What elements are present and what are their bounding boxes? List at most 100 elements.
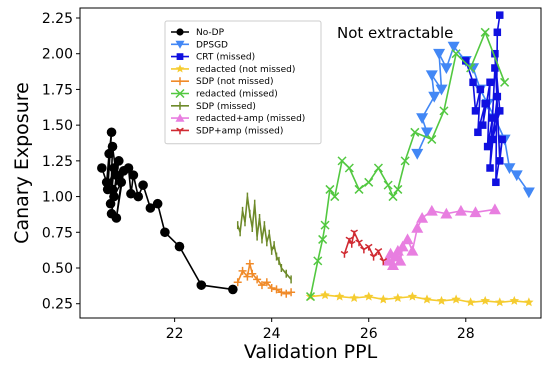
data-point bbox=[416, 212, 429, 223]
series-line bbox=[310, 294, 529, 304]
data-point bbox=[462, 57, 470, 65]
data-point bbox=[107, 141, 118, 152]
x-tick-label: 26 bbox=[360, 326, 378, 342]
data-point bbox=[388, 192, 398, 202]
legend-marker bbox=[175, 40, 185, 49]
series-line bbox=[101, 132, 234, 291]
data-point bbox=[493, 28, 502, 37]
x-tick-label: 28 bbox=[457, 326, 475, 342]
data-point bbox=[488, 114, 497, 122]
data-point bbox=[123, 163, 134, 173]
data-point bbox=[509, 295, 520, 305]
y-tick-label: 1.75 bbox=[42, 82, 73, 98]
series-line bbox=[236, 196, 292, 280]
data-point bbox=[138, 180, 148, 190]
data-point bbox=[344, 163, 354, 173]
legend-item: CRT (missed) bbox=[171, 53, 255, 63]
y-tick-label: 1.25 bbox=[42, 154, 73, 170]
legend-item: DPSGD bbox=[171, 40, 228, 50]
data-point bbox=[469, 206, 482, 218]
plot-area bbox=[79, 7, 542, 319]
legend: No-DP DPSGD CRT (missed) redacted (not miss… bbox=[164, 20, 322, 145]
data-point bbox=[116, 177, 127, 188]
data-point bbox=[451, 294, 461, 304]
series-sdp-missed bbox=[236, 192, 292, 284]
data-point bbox=[318, 234, 328, 244]
data-point bbox=[416, 113, 429, 124]
data-point bbox=[320, 220, 330, 230]
data-point bbox=[340, 250, 349, 258]
data-point bbox=[488, 135, 497, 144]
data-point bbox=[435, 84, 448, 96]
data-point bbox=[465, 297, 476, 307]
data-point bbox=[467, 63, 480, 74]
data-point bbox=[454, 204, 467, 216]
legend-item: redacted+amp (missed) bbox=[171, 113, 305, 124]
data-point bbox=[114, 156, 124, 166]
legend-marker bbox=[175, 64, 185, 73]
data-point bbox=[411, 148, 424, 160]
data-point bbox=[145, 203, 156, 213]
data-point bbox=[305, 292, 316, 302]
data-point bbox=[422, 294, 432, 304]
data-point bbox=[233, 278, 242, 287]
y-tick-label: 0.50 bbox=[42, 261, 73, 277]
legend-label: SDP (not missed) bbox=[196, 77, 273, 87]
data-point bbox=[287, 288, 296, 297]
x-tick-label: 22 bbox=[166, 326, 184, 342]
data-point bbox=[466, 63, 476, 73]
data-point bbox=[374, 248, 383, 255]
data-point bbox=[439, 106, 449, 116]
data-point bbox=[238, 266, 247, 275]
legend-marker bbox=[176, 28, 184, 36]
series-redacted-not-missed bbox=[305, 290, 534, 307]
y-axis-label: Canary Exposure bbox=[11, 82, 33, 244]
data-point bbox=[498, 135, 506, 144]
data-point bbox=[126, 188, 136, 199]
data-point bbox=[369, 253, 378, 261]
series-redacted-amp-missed bbox=[382, 203, 501, 270]
series-redacted-missed bbox=[305, 27, 510, 302]
data-point bbox=[364, 291, 374, 301]
data-point bbox=[337, 156, 347, 166]
x-tick-label: 24 bbox=[263, 326, 281, 342]
legend-marker bbox=[175, 113, 185, 122]
legend-box bbox=[164, 20, 322, 145]
data-point bbox=[347, 240, 356, 248]
data-point bbox=[174, 241, 185, 252]
data-point bbox=[493, 92, 502, 101]
data-point bbox=[474, 128, 482, 137]
series-line bbox=[309, 30, 506, 297]
data-point bbox=[277, 288, 286, 297]
legend-item: redacted (not missed) bbox=[171, 64, 295, 75]
data-point bbox=[503, 163, 516, 174]
data-point bbox=[425, 70, 438, 82]
data-point bbox=[152, 198, 163, 209]
data-point bbox=[479, 121, 487, 129]
data-point bbox=[481, 99, 489, 108]
data-point bbox=[471, 107, 480, 115]
data-point bbox=[128, 170, 139, 180]
series-sdp-not-missed bbox=[233, 259, 296, 298]
data-point bbox=[105, 198, 116, 209]
data-point bbox=[257, 281, 266, 290]
series-layer bbox=[97, 11, 535, 307]
legend-item: SDP+amp (missed) bbox=[171, 126, 283, 136]
data-point bbox=[400, 156, 410, 166]
y-tick-label: 1.00 bbox=[42, 190, 73, 206]
data-point bbox=[379, 258, 388, 265]
legend-label: SDP (missed) bbox=[196, 102, 256, 112]
data-point bbox=[111, 213, 122, 223]
data-point bbox=[196, 280, 207, 290]
data-point bbox=[433, 48, 446, 60]
data-point bbox=[406, 244, 419, 256]
data-point bbox=[245, 259, 254, 268]
data-point bbox=[486, 164, 494, 172]
data-point bbox=[480, 295, 490, 305]
legend-marker bbox=[176, 53, 184, 60]
series-sdp-amp-missed bbox=[340, 229, 388, 265]
data-point bbox=[440, 63, 453, 74]
data-point bbox=[160, 227, 170, 238]
data-point bbox=[360, 246, 368, 254]
y-tick-label: 2.25 bbox=[42, 11, 73, 27]
